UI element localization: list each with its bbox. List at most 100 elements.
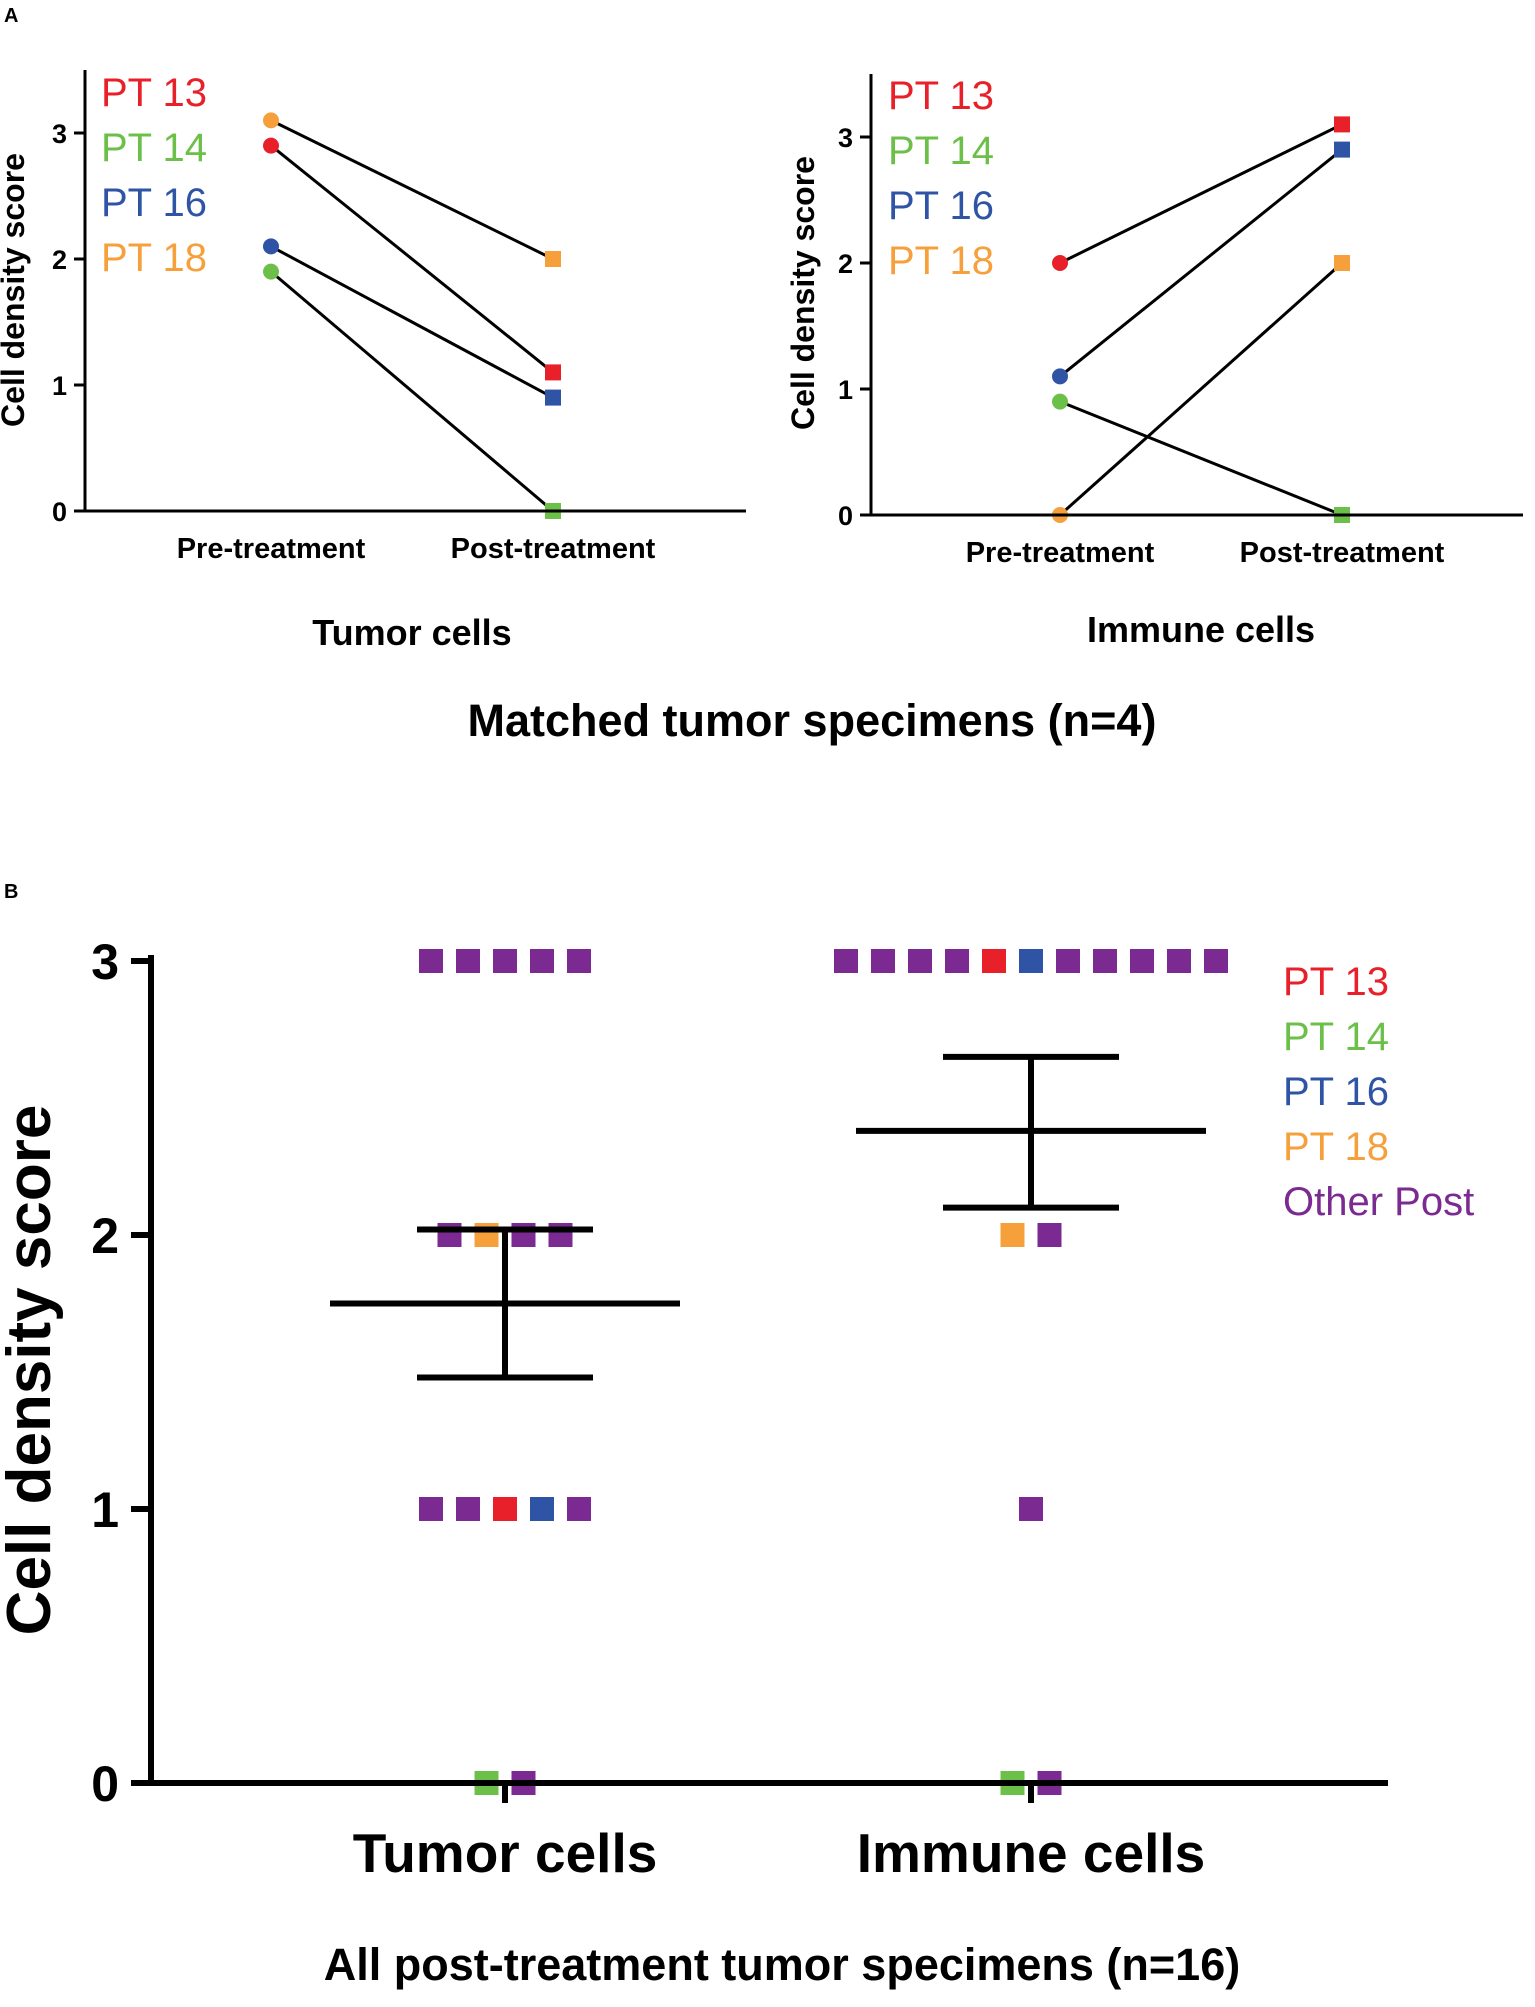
point-pt-16-pre: [263, 238, 279, 255]
point-immune-cells-other-post: [1167, 949, 1191, 973]
point-immune-cells-pt-18: [1000, 1223, 1025, 1247]
lines-tumor-matched: [270, 119, 554, 513]
y-ticks: 0 1 2 3: [91, 934, 151, 1812]
y-axis-title: Cell density score: [0, 153, 31, 427]
y-axis-title: Cell density score: [785, 156, 821, 430]
point-pt-14-pre: [1052, 393, 1068, 410]
x-ticks: [502, 1783, 1034, 1803]
chart-title-immune-cells: Immune cells: [1087, 609, 1315, 650]
y-tick-label-1: 1: [838, 375, 853, 405]
line-pt-13: [1059, 123, 1343, 265]
y-tick-label-1: 1: [52, 371, 67, 401]
point-tumor-cells-pt-13: [493, 1497, 517, 1521]
y-tick-label-3: 3: [838, 123, 853, 153]
x-category-post-treatment: Post-treatment: [451, 533, 656, 565]
legend-entry-pt-14: PT 14: [888, 129, 994, 173]
legend-entry-pt-13: PT 13: [888, 74, 994, 118]
point-pt-13-pre: [263, 137, 279, 154]
line-pt-14: [1059, 400, 1343, 517]
y-tick-label-0: 0: [52, 497, 67, 527]
y-tick-label-2: 2: [838, 249, 853, 279]
legend-entry-pt-16: PT 16: [1283, 1070, 1389, 1114]
y-tick-label-2: 2: [91, 1208, 119, 1264]
chart-all-post-treatment: 0 1 2 3 PT 13 PT 14 PT 16 PT 18 Other Post Tumo…: [0, 934, 1474, 1990]
point-pt-16-pre: [1052, 368, 1068, 385]
line-pt-16: [270, 245, 554, 399]
legend-entry-pt-14: PT 14: [101, 126, 207, 170]
legend-entry-other-post: Other Post: [1283, 1180, 1474, 1224]
point-pt-18-post: [1334, 255, 1350, 271]
y-tick-label-2: 2: [52, 245, 67, 275]
mean-error-bars: [330, 1053, 1206, 1381]
y-tick-label-0: 0: [838, 501, 853, 531]
point-tumor-cells-pt-16: [530, 1497, 554, 1521]
point-tumor-cells-other-post: [493, 949, 517, 973]
legend-entry-pt-18: PT 18: [1283, 1125, 1389, 1169]
y-tick-label-3: 3: [52, 119, 67, 149]
legend-all-post: PT 13 PT 14 PT 16 PT 18 Other Post: [1283, 960, 1474, 1224]
line-pt-18: [1059, 261, 1343, 517]
x-category-pre-treatment: Pre-treatment: [966, 537, 1155, 569]
x-category-immune-cells: Immune cells: [857, 1822, 1205, 1884]
point-immune-cells-other-post: [945, 949, 969, 973]
point-immune-cells-other-post: [1019, 1497, 1043, 1521]
legend-entry-pt-13: PT 13: [1283, 960, 1389, 1004]
y-ticks: 0 1 2 3: [838, 123, 871, 531]
chart-title-all-post: All post-treatment tumor specimens (n=16…: [324, 1939, 1240, 1990]
x-category-pre-treatment: Pre-treatment: [177, 533, 366, 565]
y-tick-label-1: 1: [91, 1482, 119, 1538]
points-all-post: [419, 949, 1228, 1795]
point-tumor-cells-other-post: [567, 1497, 591, 1521]
chart-title-tumor-cells: Tumor cells: [312, 612, 511, 653]
y-tick-label-0: 0: [91, 1756, 119, 1812]
panel-a-letter: A: [4, 5, 18, 27]
point-tumor-cells-other-post: [567, 949, 591, 973]
lines-immune-matched: [1059, 123, 1343, 517]
legend-entry-pt-18: PT 18: [101, 236, 207, 280]
point-tumor-cells-other-post: [419, 949, 443, 973]
y-tick-label-3: 3: [91, 934, 119, 990]
point-pt-13-post: [545, 364, 561, 381]
legend-immune-matched: PT 13 PT 14 PT 16 PT 18: [888, 74, 994, 283]
point-immune-cells-other-post: [871, 949, 895, 973]
line-pt-16: [1059, 148, 1343, 378]
point-tumor-cells-other-post: [456, 1497, 480, 1521]
line-pt-14: [270, 270, 554, 513]
line-pt-18: [270, 119, 554, 261]
point-pt-16-post: [1334, 141, 1350, 158]
legend-entry-pt-13: PT 13: [101, 71, 207, 115]
y-ticks: 0 1 2 3: [52, 119, 85, 527]
point-pt-13-pre: [1052, 255, 1068, 271]
point-immune-cells-pt-13: [982, 949, 1006, 973]
point-immune-cells-other-post: [1056, 949, 1080, 973]
legend-entry-pt-16: PT 16: [888, 184, 994, 228]
point-immune-cells-other-post: [1130, 949, 1154, 973]
point-pt-14-pre: [263, 263, 279, 280]
point-pt-18-pre: [263, 112, 279, 129]
point-tumor-cells-other-post: [530, 949, 554, 973]
point-immune-cells-other-post: [1093, 949, 1117, 973]
point-immune-cells-other-post: [834, 949, 858, 973]
point-immune-cells-other-post: [908, 949, 932, 973]
x-category-post-treatment: Post-treatment: [1240, 537, 1445, 569]
panel-a-title: Matched tumor specimens (n=4): [468, 695, 1157, 746]
point-pt-18-post: [545, 251, 561, 267]
legend-entry-pt-18: PT 18: [888, 239, 994, 283]
point-immune-cells-other-post: [1204, 949, 1228, 973]
legend-entry-pt-14: PT 14: [1283, 1015, 1389, 1059]
point-tumor-cells-other-post: [456, 949, 480, 973]
point-immune-cells-other-post: [1037, 1223, 1062, 1247]
point-pt-16-post: [545, 389, 561, 406]
line-pt-13: [270, 144, 554, 374]
x-category-tumor-cells: Tumor cells: [353, 1822, 658, 1884]
legend-tumor-matched: PT 13 PT 14 PT 16 PT 18: [101, 71, 207, 280]
y-axis-title: Cell density score: [0, 1105, 64, 1636]
panel-b-letter: B: [4, 881, 18, 903]
legend-entry-pt-16: PT 16: [101, 181, 207, 225]
point-tumor-cells-other-post: [419, 1497, 443, 1521]
point-immune-cells-pt-16: [1019, 949, 1043, 973]
point-pt-13-post: [1334, 116, 1350, 133]
